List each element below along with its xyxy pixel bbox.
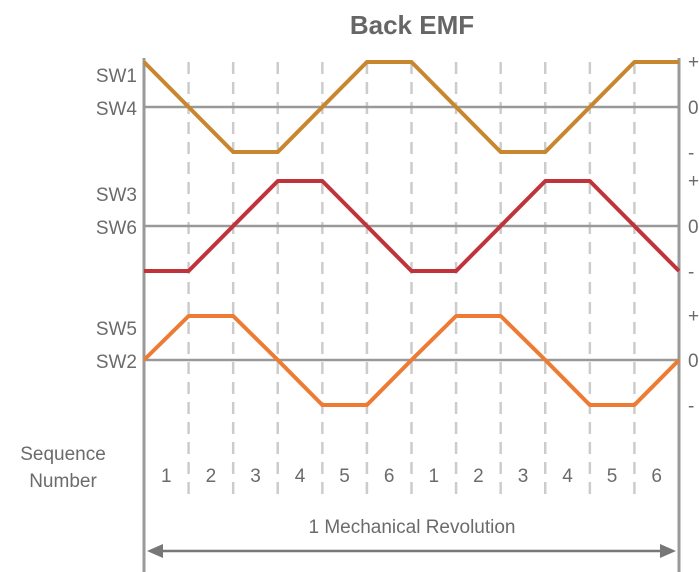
switch-labels: SW1 SW4 SW3 SW6 SW5 SW2 bbox=[96, 66, 138, 373]
level-label-zero: 0 bbox=[688, 217, 699, 238]
sequence-number: 2 bbox=[473, 466, 484, 487]
level-label-plus: + bbox=[688, 306, 699, 327]
sequence-numbers: 1 2 3 4 5 6 1 2 3 4 5 6 bbox=[161, 466, 662, 487]
sequence-number: 4 bbox=[562, 466, 573, 487]
sequence-number: 3 bbox=[250, 466, 261, 487]
level-label-plus: + bbox=[688, 52, 699, 73]
sequence-label-line-2: Number bbox=[29, 471, 97, 492]
sequence-label-line-1: Sequence bbox=[20, 444, 106, 465]
sequence-number: 5 bbox=[339, 466, 350, 487]
level-label-plus: + bbox=[688, 171, 699, 192]
sequence-number: 2 bbox=[206, 466, 217, 487]
switch-label-bottom: SW4 bbox=[96, 99, 138, 120]
arrow-left-head bbox=[147, 544, 163, 558]
diagram-title: Back EMF bbox=[350, 10, 474, 40]
arrow-right-head bbox=[660, 544, 676, 558]
waveform-sw1-sw4 bbox=[142, 60, 679, 154]
level-label-minus: - bbox=[688, 143, 694, 164]
level-label-minus: - bbox=[688, 396, 694, 417]
sequence-number: 1 bbox=[429, 466, 440, 487]
switch-label-bottom: SW6 bbox=[96, 218, 137, 239]
sequence-number: 4 bbox=[295, 466, 306, 487]
waveforms bbox=[142, 60, 681, 407]
switch-label-bottom: SW2 bbox=[96, 352, 137, 373]
sequence-number: 1 bbox=[161, 466, 172, 487]
sequence-number: 5 bbox=[607, 466, 618, 487]
level-label-zero: 0 bbox=[688, 351, 699, 372]
sequence-grid bbox=[187, 62, 636, 495]
sequence-number: 6 bbox=[384, 466, 395, 487]
switch-label-top: SW3 bbox=[96, 185, 137, 206]
waveform-sw3-sw6 bbox=[144, 179, 681, 273]
revolution-label: 1 Mechanical Revolution bbox=[308, 517, 515, 538]
level-label-zero: 0 bbox=[688, 98, 699, 119]
level-labels: +0 - +0 - +0 - bbox=[688, 52, 699, 417]
waveform-sw5-sw2 bbox=[142, 314, 681, 407]
switch-label-top: SW1 bbox=[96, 66, 137, 87]
level-label-minus: - bbox=[688, 262, 694, 283]
sequence-number: 6 bbox=[651, 466, 662, 487]
switch-label-top: SW5 bbox=[96, 319, 137, 340]
sequence-number: 3 bbox=[518, 466, 529, 487]
